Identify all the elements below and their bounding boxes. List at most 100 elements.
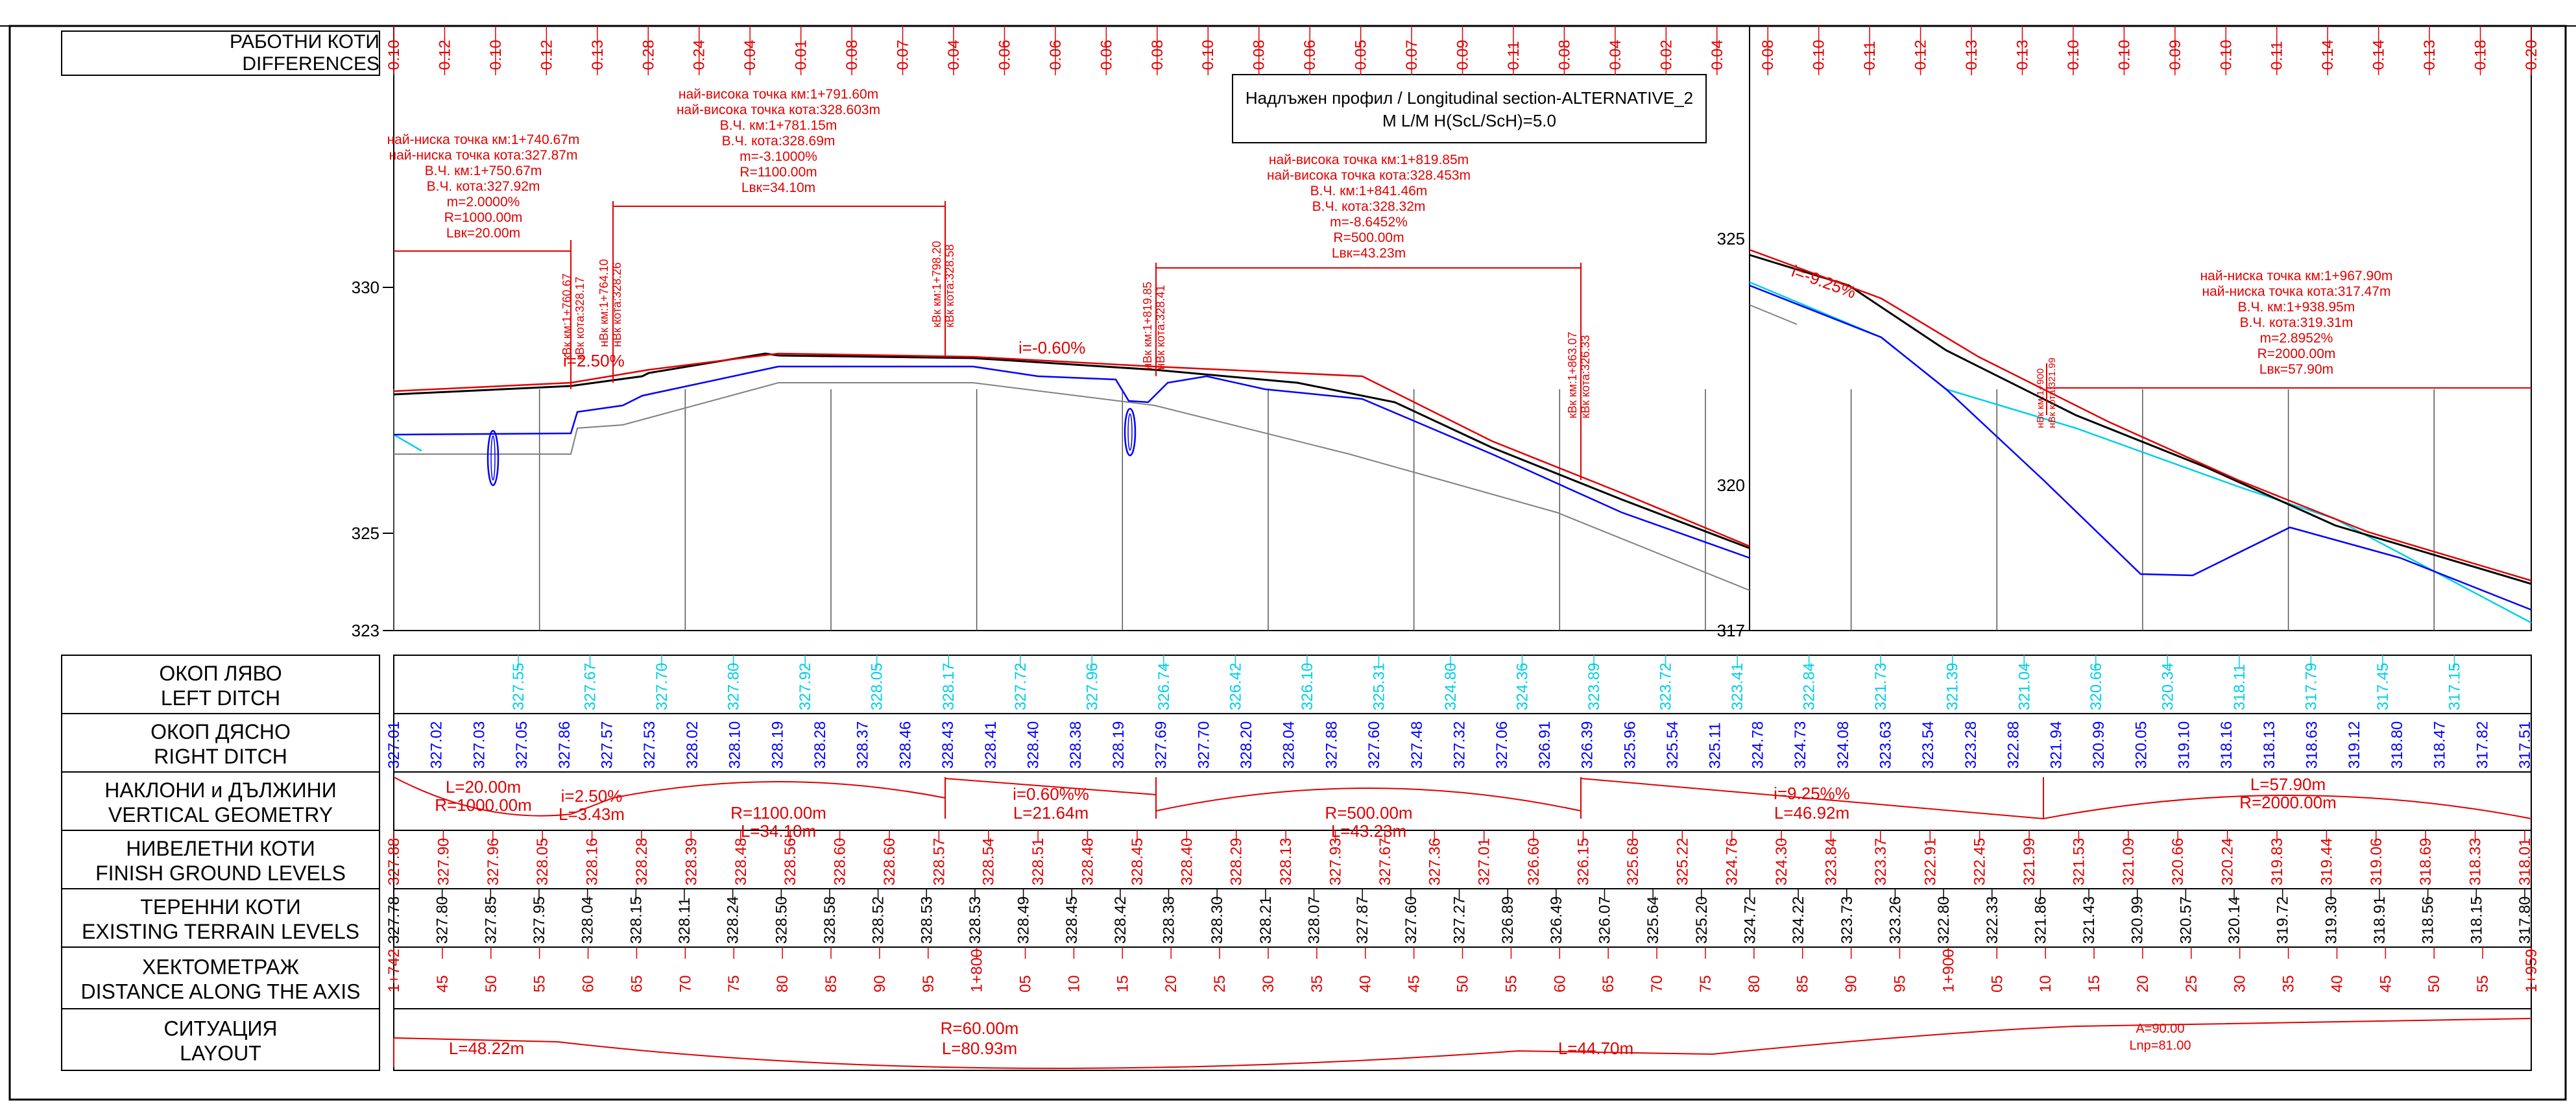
annotation-line: най-висока точка кота:328.453m	[1267, 168, 1471, 183]
title-line-2: M L/M H(ScL/ScH)=5.0	[1382, 111, 1556, 130]
band-layout-label-en: LAYOUT	[180, 1042, 261, 1065]
difference-value: 0.08	[1556, 40, 1573, 70]
difference-value: 0.06	[1301, 40, 1319, 70]
right-ditch-level: 323.54	[1920, 721, 1937, 769]
terrain-level: 328.53	[918, 897, 935, 944]
band-chainage-label-box	[61, 946, 380, 1009]
left-ditch-level: 326.42	[1227, 663, 1244, 710]
right-ditch-level: 328.46	[897, 721, 914, 769]
difference-value: 0.28	[640, 40, 657, 70]
annotation-line: В.Ч. км:1+841.46m	[1310, 184, 1428, 199]
annotation-line: m=2.8952%	[2260, 331, 2333, 346]
right-ditch-level: 327.02	[428, 721, 446, 769]
annotation-line: m=2.0000%	[447, 195, 520, 210]
finish-level: 327.96	[485, 838, 502, 885]
chainage-label: 70	[1648, 975, 1666, 993]
terrain-level: 328.30	[1209, 897, 1226, 944]
subgrade-line	[394, 382, 1750, 591]
difference-value: 0.08	[1759, 40, 1777, 70]
left-ditch-level: 317.15	[2446, 663, 2463, 710]
band-finish-label-en: FINISH GROUND LEVELS	[95, 861, 346, 885]
right-ditch-level: 324.73	[1792, 721, 1809, 769]
difference-value: 0.10	[487, 40, 505, 70]
right-ditch-level: 328.19	[1110, 721, 1127, 769]
right-ditch-level: 327.01	[385, 721, 403, 769]
design-line	[393, 352, 1750, 548]
vg-seg3-radius: R=500.00m	[1325, 803, 1412, 823]
difference-value: 0.05	[1353, 40, 1370, 70]
band-right_ditch-label-bg: ОКОП ДЯСНО	[150, 720, 291, 743]
finish-level: 325.22	[1674, 838, 1691, 885]
difference-value: 0.09	[2167, 40, 2184, 70]
terrain-level: 323.73	[1838, 897, 1856, 944]
band-finish-label-bg: НИВЕЛЕТНИ КОТИ	[126, 837, 315, 860]
right-ditch-level: 327.32	[1451, 721, 1469, 769]
finish-level: 319.06	[2368, 838, 2385, 885]
terrain-level: 328.42	[1112, 897, 1129, 944]
profile-plot-left: 330 325 323	[352, 25, 1750, 640]
chainage-label: 55	[2474, 975, 2492, 993]
finish-level: 321.53	[2070, 838, 2088, 885]
difference-value: 0.11	[1505, 41, 1523, 70]
terrain-level: 328.04	[579, 897, 597, 944]
chainage-label: 20	[1162, 975, 1180, 993]
vg-grade1-length: L=3.43m	[559, 804, 625, 824]
vc-label-1a: кВк км:1+760.67	[560, 273, 573, 360]
difference-value: 0.09	[1454, 40, 1472, 70]
band-left_ditch-label-bg: ОКОП ЛЯВО	[159, 662, 282, 685]
right-ditch-level: 327.06	[1493, 721, 1511, 769]
chainage-label: 45	[2377, 975, 2394, 993]
finish-level: 327.90	[435, 838, 452, 885]
annotation-line: В.Ч. кота:328.32m	[1312, 199, 1426, 214]
right-ditch-level: 328.38	[1067, 721, 1085, 769]
band-chainage-label-en: DISTANCE ALONG THE AXIS	[81, 980, 361, 1004]
left-ditch-level: 326.74	[1155, 663, 1173, 710]
difference-value: 0.08	[1149, 40, 1166, 70]
annotation-line: най-ниска точка кота:327.87m	[389, 148, 578, 163]
annotation-line: В.Ч. км:1+781.15m	[720, 118, 837, 133]
finish-level: 328.40	[1178, 838, 1196, 885]
right-ditch-level: 328.10	[727, 721, 744, 769]
terrain-level: 326.49	[1548, 897, 1565, 944]
right-ditch-level: 328.37	[854, 721, 872, 769]
left-ditch-level: 318.11	[2231, 664, 2248, 710]
finish-level: 323.84	[1822, 838, 1840, 885]
finish-level: 319.83	[2269, 838, 2286, 885]
terrain-level: 328.58	[821, 897, 839, 944]
vg-seg1-length: L=20.00m	[446, 777, 521, 797]
finish-level: 328.45	[1129, 838, 1146, 885]
finish-level: 320.66	[2169, 838, 2187, 885]
left-ditch-level: 327.67	[582, 663, 599, 710]
chainage-label: 1+959	[2523, 949, 2540, 993]
terrain-level: 327.60	[1402, 897, 1420, 944]
difference-value: 0.13	[1963, 40, 1980, 70]
chainage-label: 60	[1551, 975, 1569, 993]
band-left_ditch-label-en: LEFT DITCH	[161, 686, 280, 710]
terrain-level: 327.80	[434, 897, 451, 944]
chainage-label: 1+742	[385, 949, 403, 993]
chainage-label: 50	[483, 975, 500, 993]
annotation-line: най-висока точка км:1+791.60m	[679, 87, 878, 102]
vc-label-2a: нВк км:1+764.10	[597, 259, 610, 347]
vg-seg3-length: L=43.23m	[1331, 821, 1406, 841]
difference-value: 0.10	[2115, 40, 2133, 70]
terrain-level: 318.91	[2371, 897, 2389, 944]
vc-label-5a: кВк км:1+863.07	[1566, 331, 1579, 418]
annotation-line: Lвк=57.90m	[2259, 362, 2333, 377]
vc-label-1b: кВк кота:328.17	[573, 276, 586, 360]
chainage-label: 40	[1357, 975, 1375, 993]
chainage-label: 65	[628, 975, 645, 993]
left-ditch-level: 321.04	[2016, 663, 2033, 710]
layout-length-3: L=44.70m	[1558, 1039, 1633, 1058]
right-ditch-level: 327.48	[1408, 721, 1426, 769]
right-ditch-level: 318.80	[2389, 721, 2406, 769]
terrain-level: 318.56	[2420, 897, 2437, 944]
annotation-line: В.Ч. км:1+750.67m	[425, 163, 542, 178]
finish-level: 322.91	[1921, 838, 1939, 885]
culvert-ellipse-2	[1124, 407, 1137, 457]
chainage-label: 35	[2280, 975, 2298, 993]
difference-value: 0.06	[996, 40, 1013, 70]
terrain-level: 318.15	[2468, 897, 2485, 944]
difference-value: 0.14	[2370, 40, 2388, 70]
annotation-line: най-ниска точка км:1+740.67m	[387, 132, 580, 147]
